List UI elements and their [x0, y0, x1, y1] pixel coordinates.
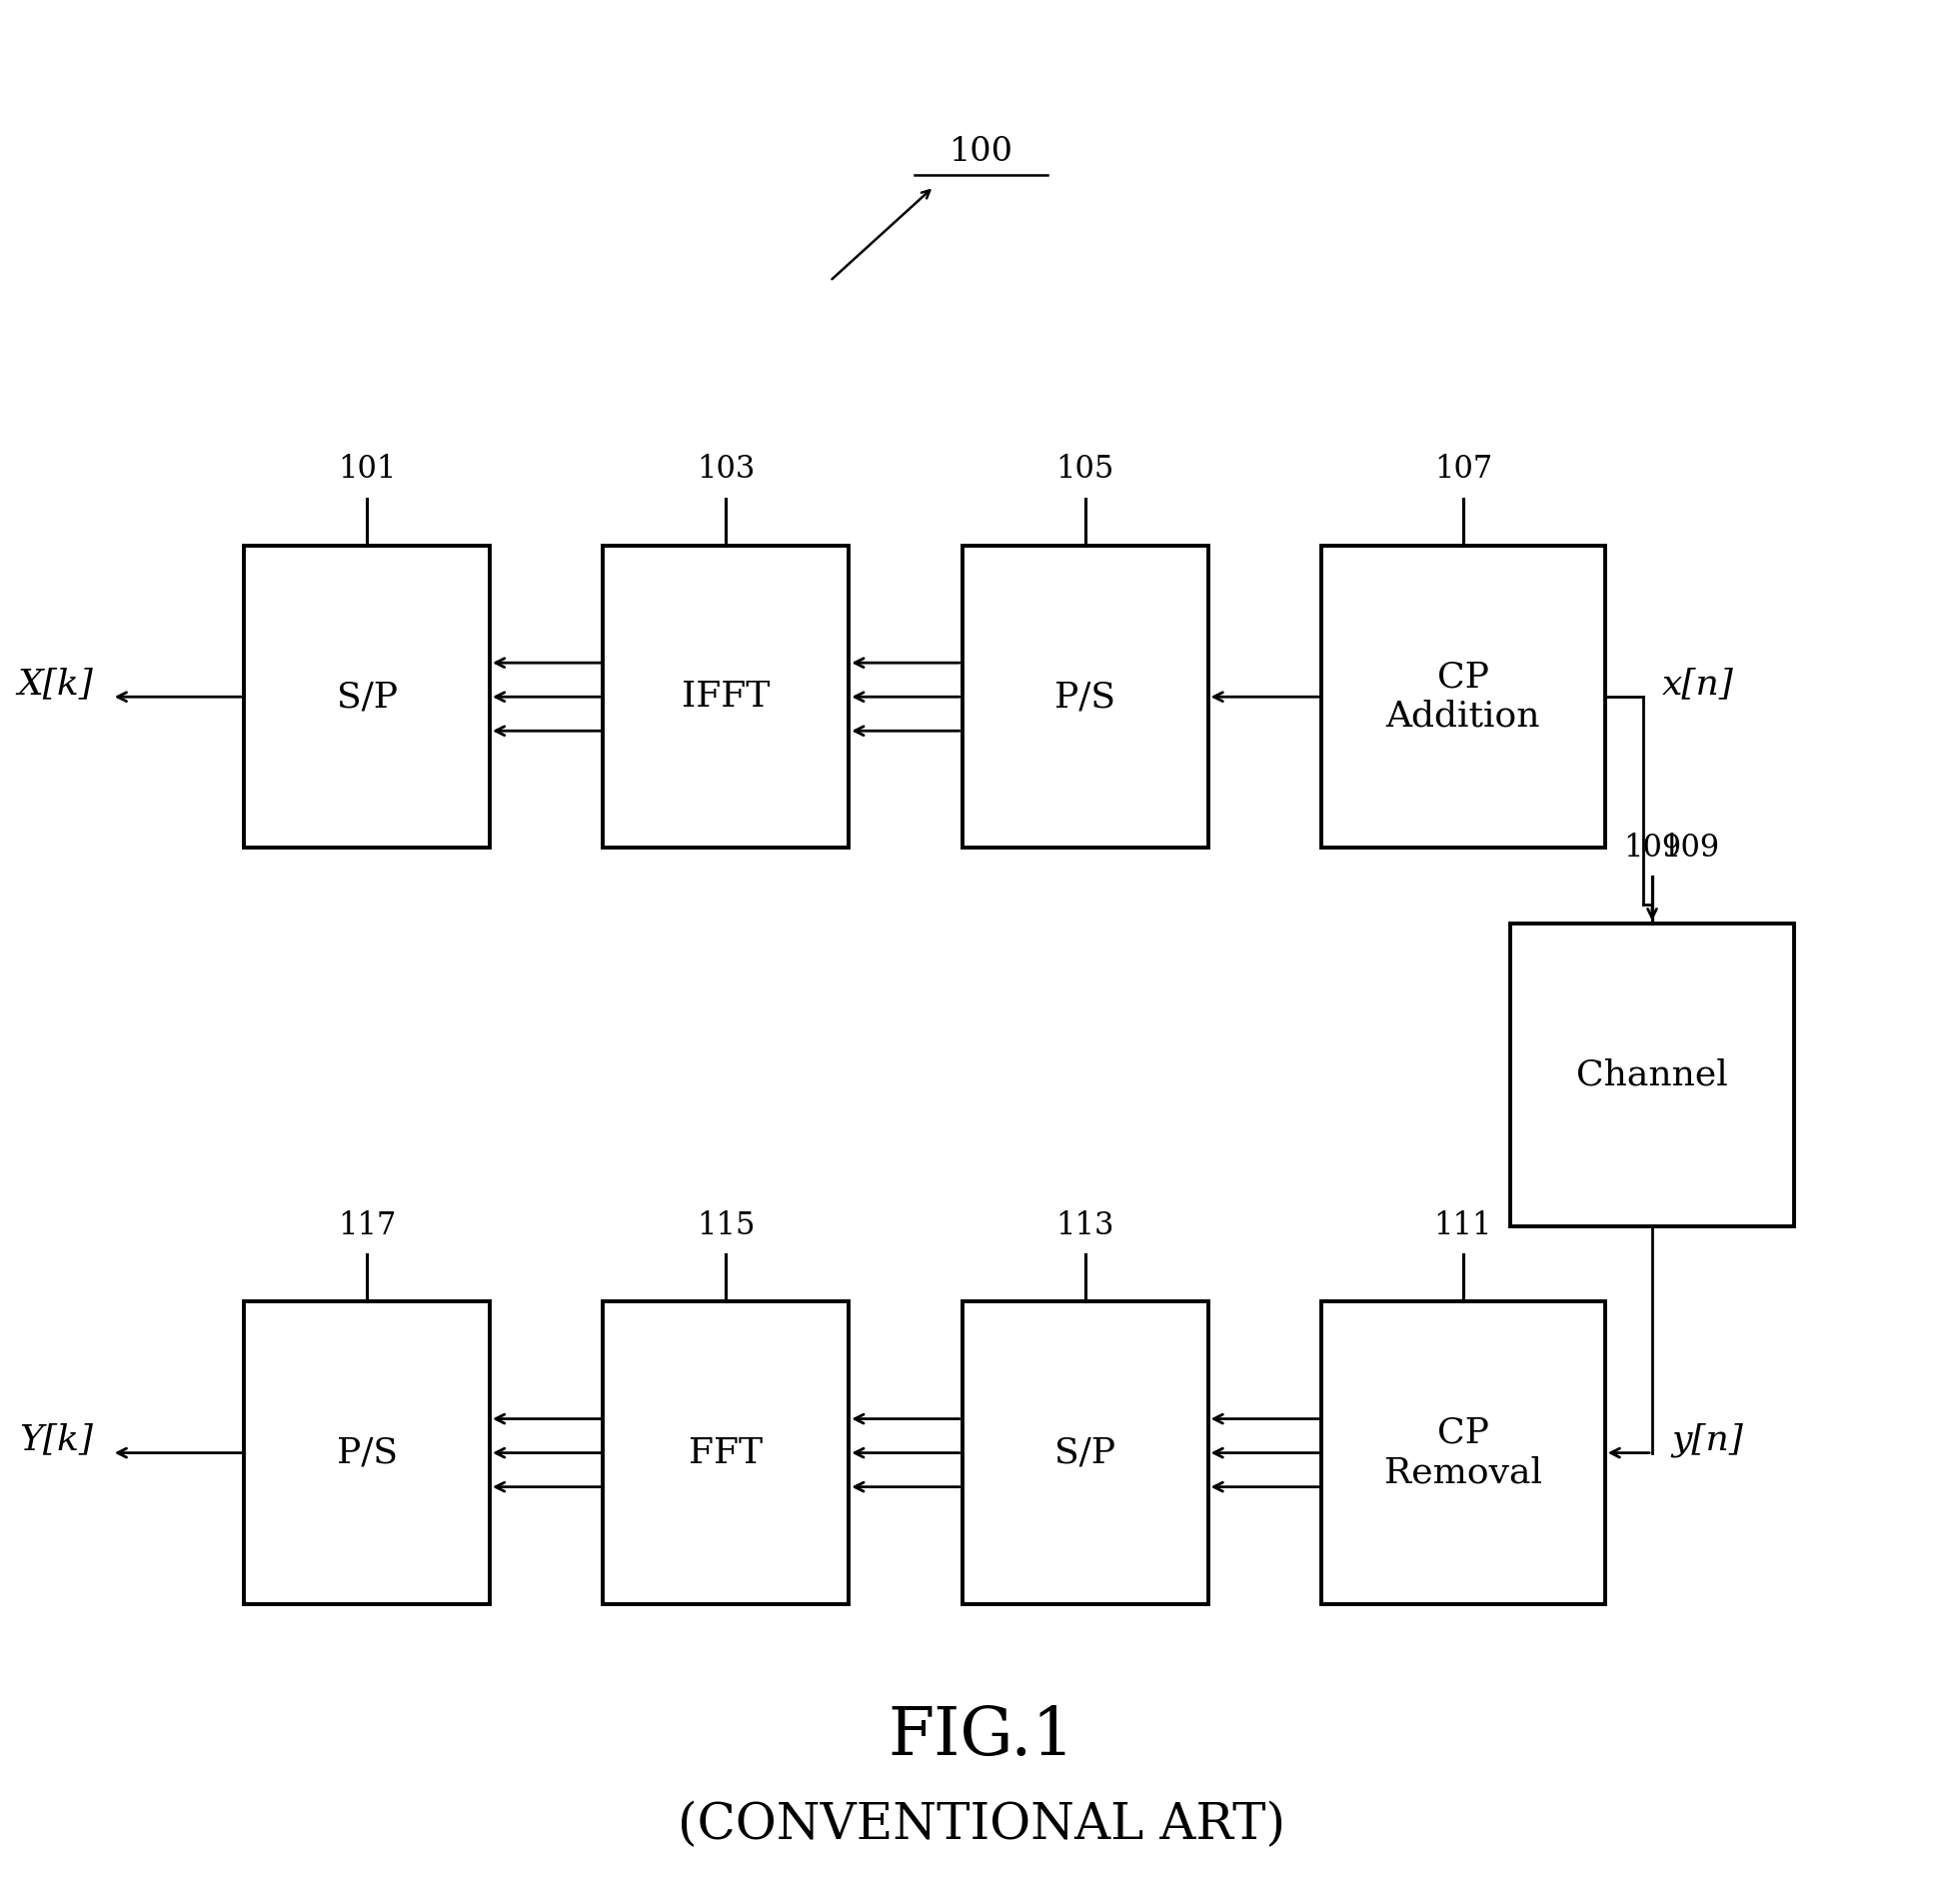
- FancyBboxPatch shape: [1321, 1302, 1604, 1603]
- Text: S/P: S/P: [336, 680, 397, 714]
- Text: CP
Removal: CP Removal: [1383, 1417, 1542, 1489]
- Text: y[n]: y[n]: [1671, 1422, 1743, 1457]
- Text: P/S: P/S: [1053, 680, 1116, 714]
- Text: 109: 109: [1622, 832, 1680, 863]
- Text: FIG.1: FIG.1: [887, 1704, 1075, 1769]
- Text: 107: 107: [1434, 455, 1491, 486]
- FancyBboxPatch shape: [961, 546, 1208, 847]
- Text: 101: 101: [338, 455, 397, 486]
- FancyBboxPatch shape: [961, 1302, 1208, 1603]
- Text: 117: 117: [338, 1211, 397, 1241]
- Text: S/P: S/P: [1053, 1436, 1116, 1470]
- FancyBboxPatch shape: [604, 546, 848, 847]
- FancyBboxPatch shape: [1510, 923, 1794, 1226]
- FancyBboxPatch shape: [244, 1302, 490, 1603]
- Text: P/S: P/S: [336, 1436, 397, 1470]
- Text: 115: 115: [696, 1211, 754, 1241]
- Text: 103: 103: [696, 455, 754, 486]
- FancyBboxPatch shape: [1321, 546, 1604, 847]
- Text: 111: 111: [1432, 1211, 1491, 1241]
- Text: (CONVENTIONAL ART): (CONVENTIONAL ART): [676, 1801, 1284, 1851]
- FancyBboxPatch shape: [244, 546, 490, 847]
- Text: x[n]: x[n]: [1661, 666, 1733, 701]
- Text: 109: 109: [1661, 832, 1720, 863]
- Text: X[k]: X[k]: [18, 666, 92, 701]
- Text: Y[k]: Y[k]: [20, 1422, 92, 1457]
- Text: 113: 113: [1055, 1211, 1114, 1241]
- Text: FFT: FFT: [688, 1436, 762, 1470]
- FancyBboxPatch shape: [604, 1302, 848, 1603]
- Text: CP
Addition: CP Addition: [1385, 661, 1540, 733]
- Text: Channel: Channel: [1575, 1059, 1727, 1091]
- Text: IFFT: IFFT: [682, 680, 770, 714]
- Text: 100: 100: [950, 135, 1012, 168]
- Text: 105: 105: [1055, 455, 1114, 486]
